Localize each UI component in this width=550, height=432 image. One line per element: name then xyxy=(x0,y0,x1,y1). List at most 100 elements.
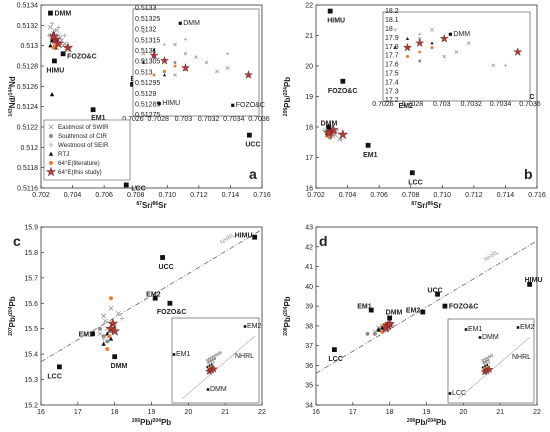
inset-point-eastmost-of-swir xyxy=(225,65,230,70)
inset-x-tick-label: 0.7028 xyxy=(402,101,424,108)
inset-point-eastmost-of-swir xyxy=(454,50,459,54)
point-64-e-this-study xyxy=(62,41,74,53)
inset-point-64-e-this-study xyxy=(209,364,218,373)
y-axis-label-b: 206Pb/204Pb xyxy=(283,77,292,116)
inset-point-64-e-this-study xyxy=(243,70,254,79)
inset-point-64-e-this-study xyxy=(159,55,170,65)
x-tick-label: 22 xyxy=(258,409,266,416)
inset-point-rtj xyxy=(141,60,146,64)
inset-nhrl-line xyxy=(457,336,531,400)
inset-point-rtj xyxy=(205,365,209,368)
endmember-marker xyxy=(368,307,374,313)
inset-endmember-marker xyxy=(206,388,210,391)
endmember-label: EM2 xyxy=(146,292,161,299)
point-eastmost-of-swir xyxy=(108,305,114,311)
inset-point-eastmost-of-swir xyxy=(183,51,188,56)
data-points-d xyxy=(365,318,396,336)
x-tick-label: 20 xyxy=(184,409,192,416)
endmember-marker xyxy=(112,354,118,360)
point-rtj xyxy=(101,341,106,346)
inset-y-tick-label: 17.4 xyxy=(385,79,399,86)
inset-point-eastmost-of-swir xyxy=(481,358,485,363)
inset-point-eastmost-of-swir xyxy=(485,356,489,360)
inset-y-tick-label: 17.5 xyxy=(385,71,399,78)
y-tick-label: 15.9 xyxy=(24,225,38,232)
point-eastmost-of-swir xyxy=(102,318,108,324)
inset-y-tick-label: 17.9 xyxy=(385,35,399,42)
inset-x-tick-label: 0.703 xyxy=(175,116,193,123)
inset-y-tick-label: 0.51325 xyxy=(135,16,160,23)
endmember-label: FOZO&C xyxy=(67,53,97,60)
inset-point-eastmost-of-swir xyxy=(207,357,212,361)
inset-point-westmost-of-seir xyxy=(162,43,167,47)
inset-point-southmost-of-cir xyxy=(484,360,488,363)
x-axis-label-c: 206Pb/204Pb xyxy=(132,418,171,427)
endmember-label: UCC xyxy=(428,288,443,295)
y-tick-label: 34 xyxy=(305,403,313,410)
x-tick-label: 0.714 xyxy=(497,192,515,199)
endmember-marker xyxy=(326,124,332,130)
x-tick-label: 0.704 xyxy=(64,192,82,199)
inset-point-eastmost-of-swir xyxy=(483,357,487,361)
point-64-e-this-study xyxy=(380,322,392,333)
x-tick-label: 0.710 xyxy=(159,192,177,199)
inset-point-eastmost-of-swir xyxy=(204,60,209,65)
legend-label-rtj: RTJ xyxy=(58,151,69,158)
inset-point-eastmost-of-swir xyxy=(466,41,471,46)
inset-point-eastmost-of-swir xyxy=(210,355,214,360)
point-64-e-literature xyxy=(51,45,56,50)
inset-endmember-marker xyxy=(157,101,161,106)
y-tick-label: 0.5132 xyxy=(17,23,39,30)
inset-a: 0.7026 0.7028 0.703 0.7032 0.7034 0.7036 0.512… xyxy=(122,5,270,123)
inset-x-tick-label: 0.7026 xyxy=(372,101,394,108)
inset-y-tick-label: 0.51275 xyxy=(135,112,160,119)
inset-nhrl-label: NHRL xyxy=(235,353,254,360)
point-64-e-this-study xyxy=(323,127,335,138)
endmember-label: EM1 xyxy=(357,304,372,311)
inset-x-tick-label: 0.703 xyxy=(433,101,451,108)
inset-frame xyxy=(382,11,531,102)
inset-point-eastmost-of-swir xyxy=(487,355,492,359)
endmember-marker xyxy=(90,107,96,113)
endmember-marker xyxy=(90,331,95,337)
endmember-marker xyxy=(332,347,337,353)
inset-endmember-label: EM2 xyxy=(247,323,262,330)
inset-point-southmost-of-cir xyxy=(209,359,212,363)
x-tick-label: 18 xyxy=(386,409,394,416)
endmember-marker xyxy=(435,291,440,297)
panel-c: 16 17 18 19 20 21 22 15.2 15.3 15.4 15.5 15.6 15.7 15… xyxy=(8,225,266,428)
inset-point-rtj xyxy=(162,73,167,77)
point-64-e-literature xyxy=(105,347,110,352)
inset-frame xyxy=(132,8,260,117)
inset-x-tick-label: 0.7036 xyxy=(248,116,270,123)
point-eastmost-of-swir xyxy=(101,313,107,319)
inset-y-tick-label: 0.5132 xyxy=(135,27,157,34)
endmember-label: EM1 xyxy=(363,152,378,159)
legend-label-westmost-of-seir: Westmost of SEIR xyxy=(58,142,109,149)
inset-x-tick-label: 0.7034 xyxy=(223,116,245,123)
inset-endmember-label: DMM xyxy=(453,31,470,38)
inset-point-westmost-of-seir xyxy=(183,37,188,41)
endmember-marker xyxy=(152,295,158,301)
inset-point-southmost-of-cir xyxy=(486,359,490,362)
y-tick-label: 36 xyxy=(305,363,313,370)
y-tick-label: 15.3 xyxy=(24,377,38,384)
y-tick-label: 0.5128 xyxy=(17,64,39,71)
legend-label-southmost-of-cir: Southmost of CIR xyxy=(58,133,107,140)
inset-point-rtj xyxy=(208,364,211,367)
panels: 0.702 0.704 0.706 0.708 0.710 0.712 0.714 0.716… xyxy=(8,3,546,428)
x-tick-label: 0.712 xyxy=(190,192,208,199)
inset-point-64-e-literature xyxy=(406,55,409,58)
inset-point-westmost-of-seir xyxy=(212,360,216,364)
inset-point-southmost-of-cir xyxy=(173,61,177,64)
inset-endmember-marker xyxy=(516,326,520,329)
x-tick-label: 0.714 xyxy=(222,192,240,199)
y-tick-label: 15.8 xyxy=(24,250,38,257)
inset-point-westmost-of-seir xyxy=(418,32,422,36)
endmember-label: EM2 xyxy=(406,308,421,315)
inset-point-64-e-this-study xyxy=(180,63,191,72)
inset-y-tick-label: 0.5129 xyxy=(135,91,157,98)
y-tick-label: 0.512 xyxy=(20,145,38,152)
data-points-b xyxy=(321,124,349,142)
point-64-e-this-study xyxy=(109,325,121,336)
